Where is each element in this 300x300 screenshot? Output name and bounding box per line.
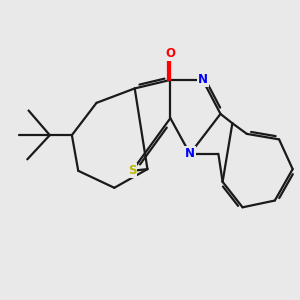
Text: O: O <box>165 47 176 60</box>
Text: N: N <box>198 74 208 86</box>
Text: N: N <box>185 147 195 160</box>
Text: S: S <box>128 164 136 177</box>
